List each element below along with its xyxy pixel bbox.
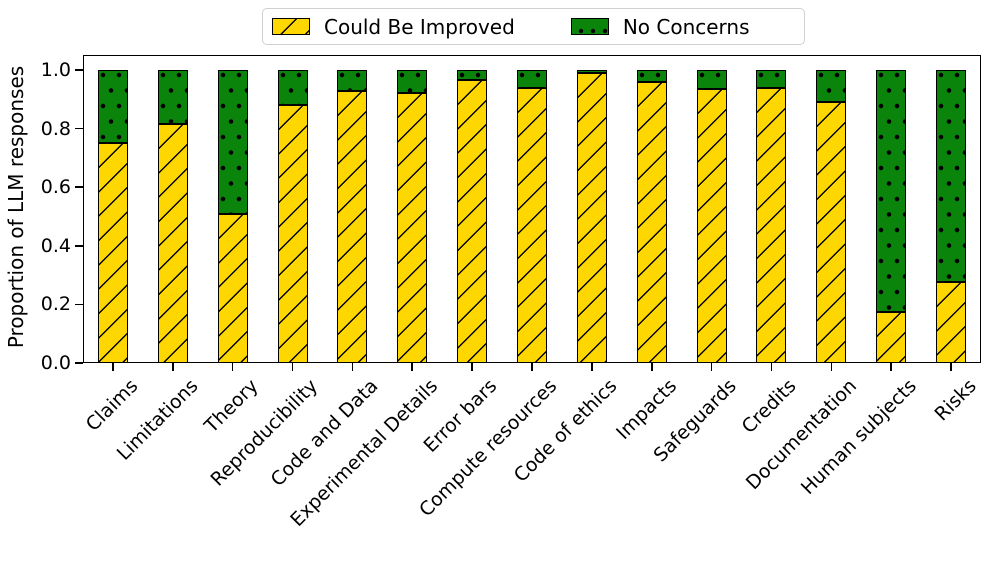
y-tick-mark [75, 303, 83, 306]
x-tick-label: Reproducibility [206, 375, 323, 491]
x-tick-mark [770, 363, 773, 371]
bar-segment-could-be-improved [517, 87, 547, 363]
bar-segment-could-be-improved [97, 143, 128, 363]
bar-segment-no-concerns [337, 70, 368, 91]
bar-segment-could-be-improved [636, 81, 667, 363]
legend-label-no-concerns: No Concerns [622, 14, 750, 39]
bar-segment-no-concerns [157, 70, 188, 125]
x-tick-label: Documentation [741, 375, 861, 495]
plot-area [83, 55, 981, 363]
bar-segment-no-concerns [97, 70, 128, 144]
x-tick-mark [231, 363, 234, 371]
y-tick-label: 0.2 [40, 293, 71, 316]
y-tick-mark [75, 127, 83, 130]
legend-label-could-be-improved: Could Be Improved [324, 14, 515, 39]
bar-segment-could-be-improved [696, 89, 727, 363]
x-tick-label: Risks [930, 375, 981, 426]
bar-segment-could-be-improved [756, 87, 787, 363]
legend-item-no-concerns: No Concerns [570, 14, 750, 39]
y-tick-label: 0.4 [40, 234, 71, 257]
bar-segment-could-be-improved [217, 213, 248, 363]
bar-segment-no-concerns [457, 70, 488, 81]
x-tick-mark [531, 363, 533, 371]
bar-segment-no-concerns [517, 70, 547, 88]
bar-segment-no-concerns [217, 70, 248, 214]
bar-segment-no-concerns [936, 70, 967, 283]
y-tick-label: 0.8 [40, 117, 71, 140]
bar-segment-no-concerns [277, 70, 308, 106]
x-tick-mark [471, 363, 473, 371]
y-tick-mark [75, 362, 83, 364]
legend-item-could-be-improved: Could Be Improved [272, 15, 515, 39]
bar-segment-no-concerns [756, 70, 787, 88]
bar-segment-could-be-improved [277, 105, 308, 363]
bar-segment-no-concerns [696, 70, 727, 90]
x-tick-mark [710, 363, 713, 371]
bar-segment-no-concerns [876, 70, 907, 312]
bar-segment-could-be-improved [457, 80, 488, 363]
bar-segment-no-concerns [576, 70, 607, 73]
bar-segment-no-concerns [816, 70, 847, 103]
bar-segment-could-be-improved [337, 90, 368, 363]
bar-segment-could-be-improved [876, 311, 907, 363]
legend: Could Be Improved No Concerns [262, 8, 805, 45]
x-tick-label: Claims [81, 375, 143, 436]
x-tick-mark [830, 363, 833, 371]
bar-segment-could-be-improved [397, 93, 428, 363]
x-tick-label: Code and Data [266, 375, 382, 491]
bar-segment-could-be-improved [576, 72, 607, 363]
x-tick-mark [112, 363, 114, 371]
y-tick-mark [75, 245, 83, 247]
y-tick-label: 1.0 [40, 59, 71, 81]
legend-swatch-could-be-improved [272, 18, 310, 35]
y-tick-mark [75, 186, 83, 188]
x-tick-mark [650, 363, 653, 371]
x-tick-mark [172, 363, 174, 371]
y-tick-label: 0.6 [40, 176, 71, 199]
x-tick-label: Code of ethics [509, 375, 622, 487]
y-tick-mark [75, 69, 83, 71]
x-tick-mark [591, 363, 593, 371]
bar-segment-could-be-improved [936, 282, 967, 363]
x-tick-mark [351, 363, 354, 371]
x-tick-mark [950, 363, 952, 371]
bar-segment-could-be-improved [816, 102, 847, 363]
x-tick-mark [890, 363, 892, 371]
x-tick-mark [411, 363, 414, 371]
bar-segment-no-concerns [397, 70, 428, 94]
y-tick-label: 0.0 [40, 352, 71, 374]
x-tick-label: Human subjects [796, 375, 921, 499]
legend-swatch-no-concerns [570, 18, 609, 35]
bar-segment-could-be-improved [157, 124, 188, 363]
x-tick-mark [291, 363, 294, 371]
bar-segment-no-concerns [636, 70, 667, 82]
